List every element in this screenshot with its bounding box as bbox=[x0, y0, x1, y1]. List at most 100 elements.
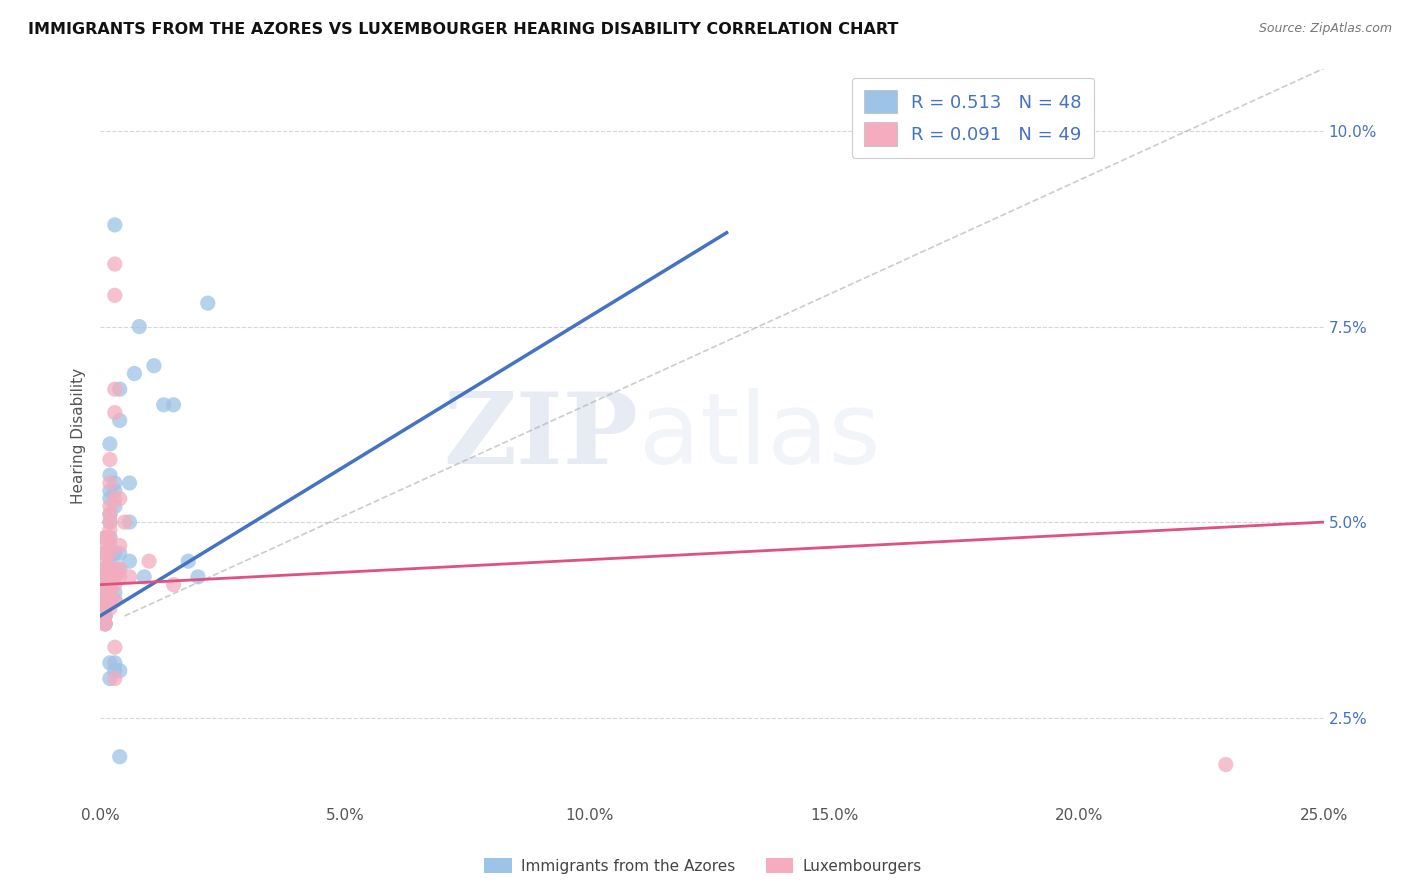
Point bbox=[98, 468, 121, 483]
Text: IMMIGRANTS FROM THE AZORES VS LUXEMBOURGER HEARING DISABILITY CORRELATION CHART: IMMIGRANTS FROM THE AZORES VS LUXEMBOURG… bbox=[28, 22, 898, 37]
Point bbox=[108, 491, 131, 506]
Point bbox=[104, 640, 127, 655]
Point bbox=[94, 616, 117, 631]
Point bbox=[108, 413, 131, 427]
Point bbox=[104, 593, 127, 607]
Point bbox=[138, 554, 160, 568]
Point bbox=[134, 570, 156, 584]
Point bbox=[104, 570, 127, 584]
Point bbox=[162, 398, 184, 412]
Point bbox=[98, 570, 121, 584]
Point bbox=[143, 359, 166, 373]
Text: Source: ZipAtlas.com: Source: ZipAtlas.com bbox=[1258, 22, 1392, 36]
Point bbox=[98, 554, 121, 568]
Point bbox=[108, 546, 131, 560]
Point bbox=[104, 491, 127, 506]
Point bbox=[94, 593, 117, 607]
Point bbox=[94, 554, 117, 568]
Point bbox=[98, 539, 121, 553]
Point bbox=[104, 218, 127, 232]
Point bbox=[94, 593, 117, 607]
Point bbox=[108, 539, 131, 553]
Point bbox=[98, 531, 121, 545]
Point bbox=[104, 483, 127, 498]
Point bbox=[98, 577, 121, 591]
Point bbox=[118, 515, 141, 529]
Point bbox=[94, 585, 117, 599]
Point bbox=[104, 570, 127, 584]
Point bbox=[98, 577, 121, 591]
Point bbox=[94, 570, 117, 584]
Point bbox=[177, 554, 200, 568]
Point bbox=[128, 319, 150, 334]
Point bbox=[94, 609, 117, 624]
Point bbox=[104, 672, 127, 686]
Point bbox=[98, 483, 121, 498]
Point bbox=[104, 664, 127, 678]
Point bbox=[98, 475, 121, 490]
Point bbox=[98, 437, 121, 451]
Point bbox=[94, 577, 117, 591]
Text: ZIP: ZIP bbox=[444, 387, 638, 484]
Point bbox=[104, 288, 127, 302]
Y-axis label: Hearing Disability: Hearing Disability bbox=[72, 368, 86, 504]
Point bbox=[104, 500, 127, 514]
Point bbox=[98, 546, 121, 560]
Point bbox=[104, 406, 127, 420]
Point bbox=[104, 562, 127, 576]
Point bbox=[94, 601, 117, 615]
Point bbox=[108, 562, 131, 576]
Point bbox=[94, 601, 117, 615]
Point bbox=[94, 616, 117, 631]
Point bbox=[94, 570, 117, 584]
Point bbox=[98, 601, 121, 615]
Point bbox=[104, 577, 127, 591]
Point bbox=[187, 570, 209, 584]
Point bbox=[94, 531, 117, 545]
Point bbox=[104, 585, 127, 599]
Legend: R = 0.513   N = 48, R = 0.091   N = 49: R = 0.513 N = 48, R = 0.091 N = 49 bbox=[852, 78, 1094, 158]
Point bbox=[104, 546, 127, 560]
Point bbox=[94, 577, 117, 591]
Point bbox=[98, 515, 121, 529]
Point bbox=[94, 616, 117, 631]
Point bbox=[94, 531, 117, 545]
Point bbox=[104, 475, 127, 490]
Point bbox=[98, 570, 121, 584]
Point bbox=[98, 508, 121, 522]
Point bbox=[118, 570, 141, 584]
Point bbox=[108, 570, 131, 584]
Point bbox=[94, 609, 117, 624]
Point bbox=[94, 593, 117, 607]
Point bbox=[1215, 757, 1237, 772]
Point bbox=[98, 672, 121, 686]
Point bbox=[94, 609, 117, 624]
Point bbox=[98, 546, 121, 560]
Point bbox=[114, 515, 136, 529]
Point bbox=[104, 382, 127, 396]
Point bbox=[197, 296, 219, 310]
Point bbox=[94, 539, 117, 553]
Point bbox=[98, 452, 121, 467]
Point bbox=[98, 562, 121, 576]
Point bbox=[98, 656, 121, 670]
Point bbox=[98, 593, 121, 607]
Point bbox=[162, 577, 184, 591]
Point bbox=[108, 664, 131, 678]
Point bbox=[98, 577, 121, 591]
Point bbox=[98, 585, 121, 599]
Point bbox=[104, 593, 127, 607]
Point bbox=[98, 562, 121, 576]
Point bbox=[104, 257, 127, 271]
Point bbox=[98, 515, 121, 529]
Point bbox=[104, 562, 127, 576]
Point bbox=[94, 570, 117, 584]
Point bbox=[94, 577, 117, 591]
Point bbox=[94, 562, 117, 576]
Point bbox=[124, 367, 146, 381]
Point bbox=[94, 546, 117, 560]
Point bbox=[98, 570, 121, 584]
Point bbox=[94, 616, 117, 631]
Point bbox=[98, 531, 121, 545]
Point bbox=[108, 382, 131, 396]
